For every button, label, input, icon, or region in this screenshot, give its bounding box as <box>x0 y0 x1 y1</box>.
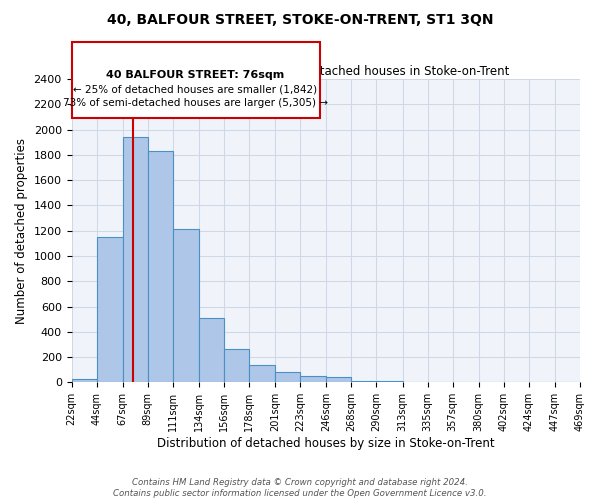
Bar <box>352 381 376 382</box>
FancyBboxPatch shape <box>71 42 320 118</box>
Bar <box>97 237 123 382</box>
Bar <box>148 151 173 382</box>
Text: ← 25% of detached houses are smaller (1,842): ← 25% of detached houses are smaller (1,… <box>73 84 317 94</box>
Bar <box>71 379 97 382</box>
Bar <box>300 376 326 382</box>
Bar <box>199 318 224 382</box>
Y-axis label: Number of detached properties: Number of detached properties <box>15 138 28 324</box>
Bar <box>173 230 199 382</box>
Bar <box>275 372 300 382</box>
Bar <box>326 378 352 382</box>
Bar <box>224 350 249 382</box>
Text: Contains HM Land Registry data © Crown copyright and database right 2024.
Contai: Contains HM Land Registry data © Crown c… <box>113 478 487 498</box>
Bar <box>123 137 148 382</box>
Bar <box>249 364 275 382</box>
Text: 40, BALFOUR STREET, STOKE-ON-TRENT, ST1 3QN: 40, BALFOUR STREET, STOKE-ON-TRENT, ST1 … <box>107 12 493 26</box>
Text: 40 BALFOUR STREET: 76sqm: 40 BALFOUR STREET: 76sqm <box>106 70 284 81</box>
Title: Size of property relative to detached houses in Stoke-on-Trent: Size of property relative to detached ho… <box>143 65 509 78</box>
Text: 73% of semi-detached houses are larger (5,305) →: 73% of semi-detached houses are larger (… <box>63 98 328 108</box>
X-axis label: Distribution of detached houses by size in Stoke-on-Trent: Distribution of detached houses by size … <box>157 437 494 450</box>
